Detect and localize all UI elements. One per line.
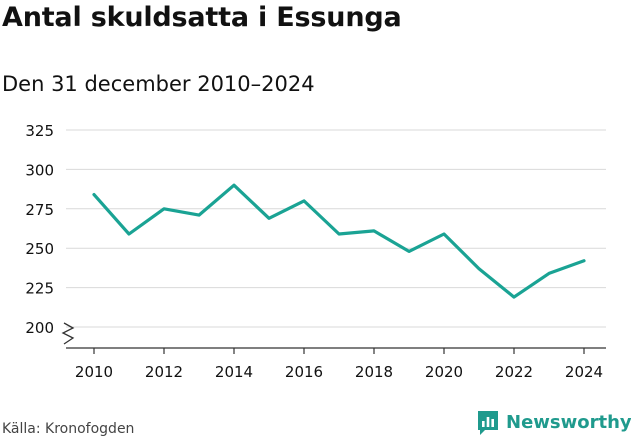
y-tick-label-300: 300	[25, 161, 54, 179]
x-tick-label-2024: 2024	[565, 363, 603, 381]
x-tick-label-2010: 2010	[75, 363, 113, 381]
data-point-2021	[477, 267, 481, 270]
x-tick-label-2016: 2016	[285, 363, 323, 381]
brand-logo: Newsworthy	[476, 409, 631, 436]
data-point-2014	[232, 183, 236, 187]
data-point-2016	[302, 199, 306, 203]
data-point-2023	[547, 272, 551, 275]
series-line-0	[92, 183, 586, 299]
chart-subtitle: Den 31 december 2010–2024	[2, 72, 315, 96]
data-point-2022	[512, 295, 516, 299]
y-tick-label-325: 325	[25, 122, 54, 140]
source-note: Källa: Kronofogden	[2, 421, 135, 437]
x-tick-label-2022: 2022	[495, 363, 533, 381]
data-point-2024	[582, 259, 586, 263]
grid-lines	[66, 129, 606, 328]
data-point-2018	[372, 229, 376, 233]
data-point-2020	[442, 232, 446, 236]
data-point-2017	[337, 232, 341, 236]
newsworthy-logo-icon	[478, 411, 498, 435]
brand-name: Newsworthy	[506, 412, 631, 433]
y-tick-label-225: 225	[25, 280, 54, 298]
data-point-2011	[127, 232, 131, 236]
data-point-2019	[407, 250, 411, 253]
data-point-2010	[92, 193, 96, 196]
chart-title: Antal skuldsatta i Essunga	[2, 2, 402, 33]
x-tick-label-2014: 2014	[215, 363, 253, 381]
x-axis	[61, 322, 606, 354]
x-tick-label-2018: 2018	[355, 363, 393, 381]
data-point-2013	[197, 213, 201, 217]
x-tick-label-2020: 2020	[425, 363, 463, 381]
y-tick-label-275: 275	[25, 201, 54, 219]
data-point-2015	[267, 217, 271, 220]
tick-labels: 200 225 250 275 300 325 2010 2012 2014 2016 2018 20…	[25, 122, 603, 381]
data-series	[92, 183, 586, 299]
data-point-2012	[162, 207, 166, 210]
y-tick-label-200: 200	[25, 319, 54, 337]
x-tick-label-2012: 2012	[145, 363, 183, 381]
y-tick-label-250: 250	[25, 240, 54, 258]
axis-break-icon	[61, 322, 75, 345]
